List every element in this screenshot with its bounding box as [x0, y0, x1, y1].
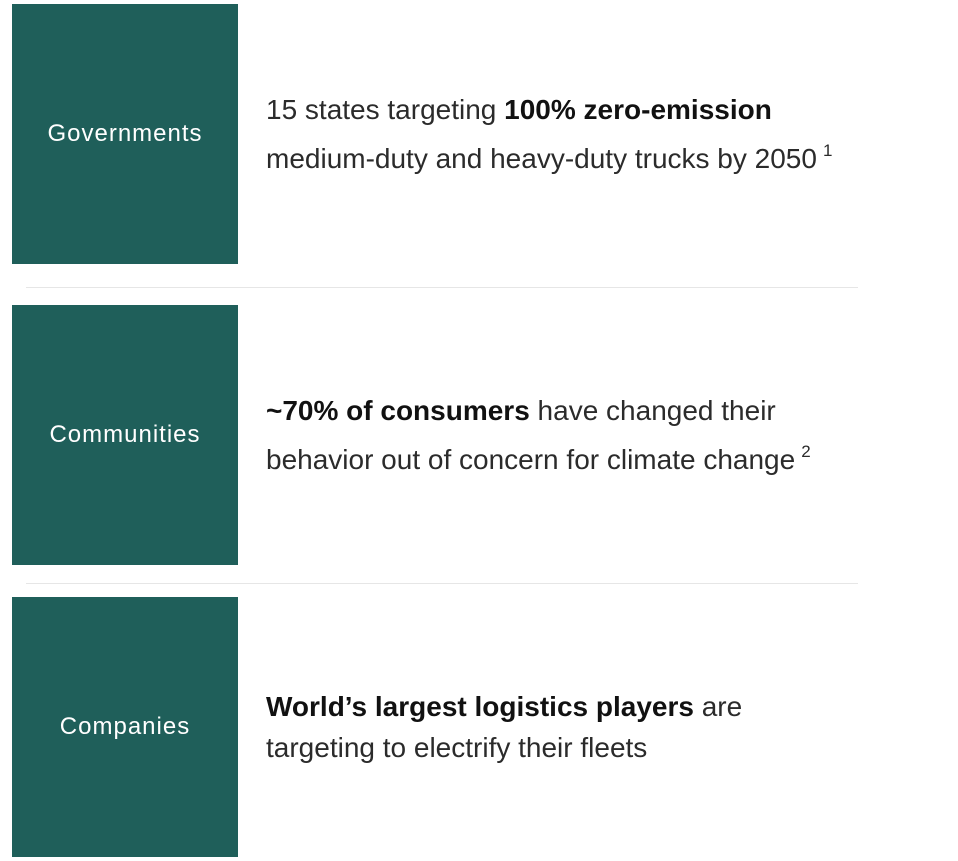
text: are: [693, 691, 743, 722]
text-line: ~70% of consumers have changed their: [266, 390, 811, 431]
row: Governments 15 states targeting 100% zero…: [12, 4, 912, 264]
text-line: World’s largest logistics players are: [266, 686, 742, 727]
footnote-ref: 1: [822, 141, 833, 160]
bold-text: 100% zero-emission: [504, 94, 772, 125]
text: medium-duty and heavy-duty trucks by 205…: [266, 143, 817, 174]
statement: ~70% of consumers have changed their beha…: [266, 390, 811, 480]
category-box: Companies: [12, 597, 238, 857]
category-box: Governments: [12, 4, 238, 264]
footnote-ref: 2: [801, 442, 811, 461]
text-line: 15 states targeting 100% zero-emission: [266, 89, 832, 130]
text: have changed their: [529, 395, 776, 426]
divider: [26, 583, 858, 584]
bold-text: ~70% of consumers: [266, 395, 530, 426]
text-line: medium-duty and heavy-duty trucks by 205…: [266, 130, 832, 179]
divider: [26, 287, 858, 288]
statement: World’s largest logistics players are tar…: [266, 686, 742, 768]
text: targeting to electrify their fleets: [266, 732, 648, 763]
statement: 15 states targeting 100% zero-emission me…: [266, 89, 832, 179]
row: Companies World’s largest logistics playe…: [12, 597, 912, 857]
text-line: targeting to electrify their fleets: [266, 727, 742, 768]
text-line: behavior out of concern for climate chan…: [266, 431, 811, 480]
bold-text: World’s largest logistics players: [266, 691, 694, 722]
text: behavior out of concern for climate chan…: [266, 444, 796, 475]
text: 15 states targeting: [266, 94, 505, 125]
category-box: Communities: [12, 305, 238, 565]
row: Communities ~70% of consumers have change…: [12, 305, 912, 565]
